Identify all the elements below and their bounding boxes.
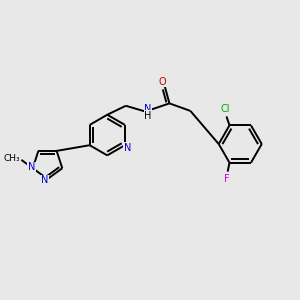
Text: N: N bbox=[28, 162, 35, 172]
Text: F: F bbox=[224, 174, 229, 184]
Text: N: N bbox=[124, 142, 131, 153]
Text: N: N bbox=[41, 175, 48, 185]
Text: CH₃: CH₃ bbox=[4, 154, 20, 163]
Text: Cl: Cl bbox=[220, 104, 230, 114]
Text: O: O bbox=[159, 76, 167, 87]
Text: N: N bbox=[144, 104, 152, 114]
Text: H: H bbox=[144, 111, 152, 121]
